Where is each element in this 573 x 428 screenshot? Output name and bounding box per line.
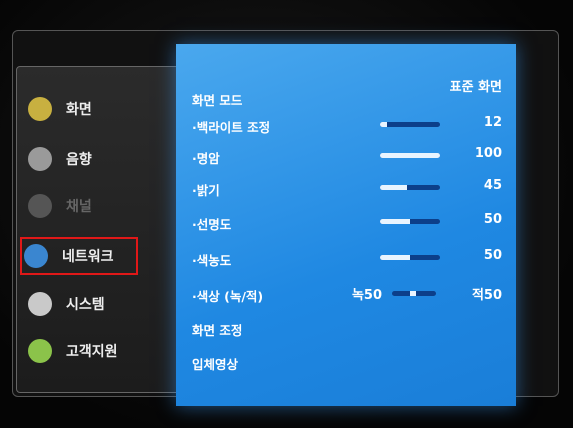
setting-value: 12: [484, 115, 502, 130]
menu-item[interactable]: 입체영상: [192, 350, 502, 374]
slider-track: [380, 122, 440, 127]
setting-value: 50: [484, 212, 502, 227]
tint-knob: [410, 291, 416, 296]
sidebar-icon: [28, 194, 52, 218]
setting-row[interactable]: ·색농도 50: [192, 246, 502, 270]
sidebar-icon: [28, 292, 52, 316]
slider-fill: [380, 255, 410, 260]
sidebar-icon: [28, 97, 52, 121]
sidebar-icon: [24, 244, 48, 268]
slider-fill: [380, 185, 407, 190]
sidebar-item[interactable]: 고객지원: [28, 336, 178, 366]
slider-track: [380, 219, 440, 224]
sidebar-label: 음향: [66, 149, 92, 169]
slider-track: [380, 153, 440, 158]
sidebar-label: 채널: [66, 196, 92, 216]
setting-row[interactable]: ·밝기 45: [192, 176, 502, 200]
setting-row[interactable]: ·백라이트 조정 12: [192, 113, 502, 137]
slider-fill: [380, 153, 440, 158]
setting-value: 45: [484, 178, 502, 193]
setting-label: ·명암: [192, 148, 220, 167]
setting-value: 100: [475, 146, 502, 161]
sidebar-item[interactable]: 화면: [28, 94, 178, 124]
sidebar-icon: [28, 339, 52, 363]
setting-value: 50: [484, 248, 502, 263]
sidebar-item[interactable]: 시스템: [28, 289, 178, 319]
sidebar-item[interactable]: 네트워크: [24, 241, 134, 271]
tint-left: 녹50: [352, 284, 382, 303]
sidebar-label: 화면: [66, 99, 92, 119]
menu-item-label: 입체영상: [192, 354, 238, 373]
tint-label: ·색상 (녹/적): [192, 286, 263, 305]
tint-right: 적50: [472, 284, 502, 303]
setting-label: ·밝기: [192, 180, 220, 199]
sidebar-icon: [28, 147, 52, 171]
tv-screen: 화면 모드 표준 화면 ·백라이트 조정12·명암100·밝기45·선명도50·…: [0, 0, 573, 428]
tint-row[interactable]: ·색상 (녹/적) 녹50 적50: [192, 282, 502, 306]
mode-label: 화면 모드: [192, 90, 242, 109]
mode-row[interactable]: 화면 모드 표준 화면: [192, 74, 502, 98]
menu-item[interactable]: 화면 조정: [192, 316, 502, 340]
sidebar-label: 시스템: [66, 294, 105, 314]
setting-label: ·백라이트 조정: [192, 117, 270, 136]
slider-track: [380, 185, 440, 190]
sidebar-label: 네트워크: [62, 246, 114, 266]
slider-fill: [380, 219, 410, 224]
sidebar-item[interactable]: 음향: [28, 144, 178, 174]
setting-row[interactable]: ·선명도 50: [192, 210, 502, 234]
slider-fill: [380, 122, 387, 127]
sidebar-item[interactable]: 채널: [28, 191, 178, 221]
tint-track: [392, 291, 436, 296]
menu-item-label: 화면 조정: [192, 320, 242, 339]
sidebar-label: 고객지원: [66, 341, 118, 361]
setting-label: ·색농도: [192, 250, 231, 269]
mode-value: 표준 화면: [450, 76, 502, 95]
setting-row[interactable]: ·명암 100: [192, 144, 502, 168]
slider-track: [380, 255, 440, 260]
setting-label: ·선명도: [192, 214, 231, 233]
